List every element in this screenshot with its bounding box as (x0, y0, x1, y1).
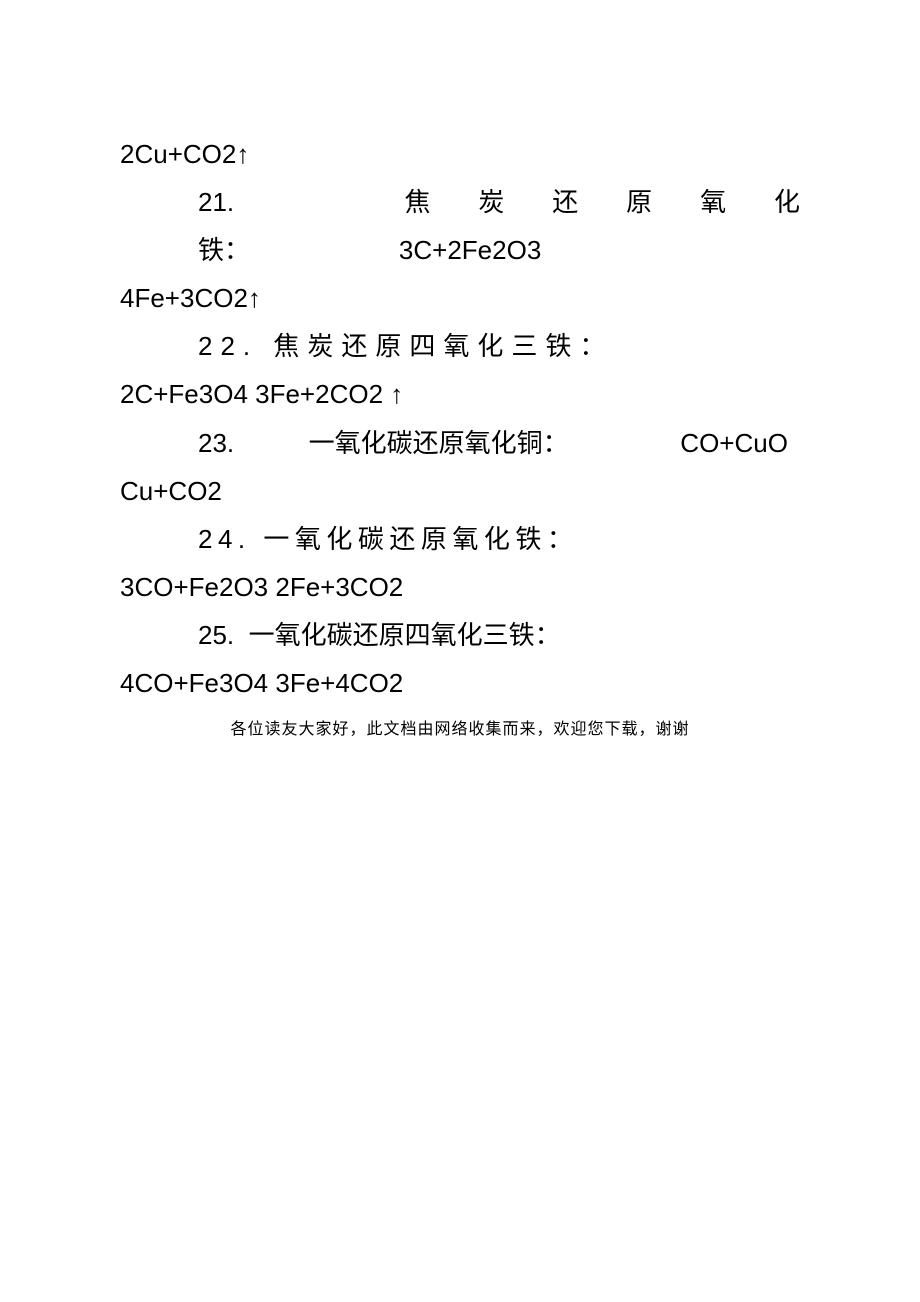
item-number: 22. (198, 331, 258, 361)
equation-line: 3CO+Fe2O3 2Fe+3CO2 (120, 563, 800, 611)
equation-line: 4CO+Fe3O4 3Fe+4CO2 (120, 659, 800, 707)
item-text: 一氧化碳还原氧化铜： (309, 428, 569, 458)
equation-line: 2Cu+CO2↑ (120, 130, 800, 178)
item-number: 24. (198, 524, 251, 554)
item-text: 焦炭还原四氧化三铁： (273, 331, 613, 361)
item-21-line: 21. 焦炭还原氧化铁： 3C+2Fe2O3 (120, 178, 800, 274)
item-number: 21. (198, 187, 234, 217)
item-text: 一氧化碳还原氧化铁： (263, 524, 578, 554)
item-22-line: 22. 焦炭还原四氧化三铁： (120, 322, 800, 370)
equation-line: 2C+Fe3O4 3Fe+2CO2 ↑ (120, 370, 800, 418)
item-formula: 3C+2Fe2O3 (399, 235, 541, 265)
item-24-line: 24. 一氧化碳还原氧化铁： (120, 515, 800, 563)
item-23-line: 23. 一氧化碳还原氧化铜： CO+CuO (120, 419, 800, 467)
equation-line: Cu+CO2 (120, 467, 800, 515)
footer-note: 各位读友大家好，此文档由网络收集而来，欢迎您下载，谢谢 (120, 715, 800, 739)
item-formula: CO+CuO (680, 428, 788, 458)
item-number: 25. (198, 620, 234, 650)
item-text: 一氧化碳还原四氧化三铁： (249, 620, 561, 650)
item-number: 23. (198, 428, 234, 458)
document-content: 2Cu+CO2↑ 21. 焦炭还原氧化铁： 3C+2Fe2O3 4Fe+3CO2… (120, 130, 800, 739)
equation-line: 4Fe+3CO2↑ (120, 274, 800, 322)
item-25-line: 25. 一氧化碳还原四氧化三铁： (120, 611, 800, 659)
